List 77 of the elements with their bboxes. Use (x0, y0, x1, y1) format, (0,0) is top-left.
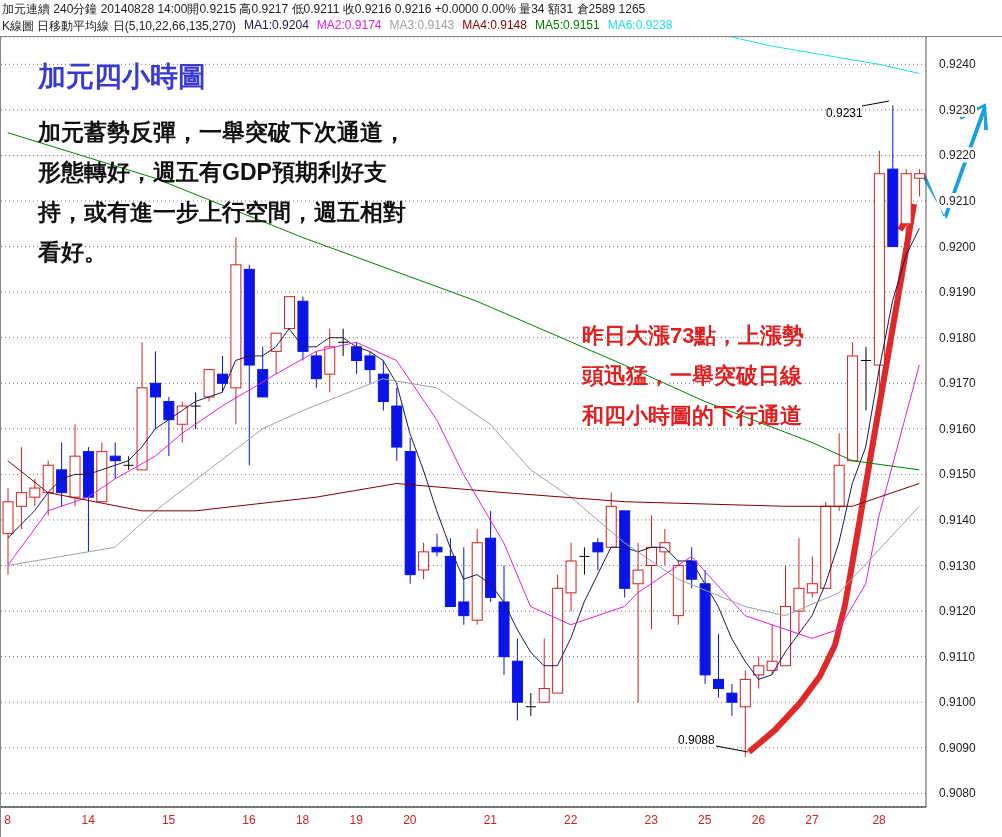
candlestick (56, 442, 68, 507)
candlestick (713, 633, 725, 699)
chart-subtitle: 加元連續 240分鐘 20140828 14:00開0.9215 高0.9217 低0.9211 收0.9216 0.9216 +0.0000 0.00% 量34 額31 倉2589 1265 (2, 1, 646, 18)
x-tick-label: 15 (161, 812, 176, 827)
y-tick-label: 0.9100 (939, 695, 977, 710)
candlestick (351, 341, 363, 375)
candlestick (337, 328, 349, 357)
text: MA2:0.9174 (316, 18, 382, 34)
y-tick-label: 0.9230 (939, 102, 977, 117)
x-tick-label: 26 (751, 812, 766, 827)
y-tick-label: 0.9220 (939, 148, 977, 163)
candlestick (753, 656, 765, 690)
y-tick-label: 0.9090 (939, 740, 977, 755)
x-tick-label: 8 (4, 812, 12, 827)
x-tick-label: 18 (295, 812, 310, 827)
candlestick (163, 396, 175, 457)
y-tick-label: 0.9140 (939, 512, 977, 527)
legend-title: K線圖 日移動平均線 日(5,10,22,66,135,270) (2, 18, 237, 35)
candlestick (766, 624, 778, 676)
line-series (7, 227, 920, 680)
y-tick-label: 0.9190 (939, 285, 977, 300)
candlestick (860, 346, 872, 412)
candlestick (149, 350, 161, 430)
x-tick-label: 16 (242, 812, 256, 827)
candlestick (632, 542, 644, 703)
candlestick (525, 692, 537, 717)
candlestick (659, 528, 671, 567)
candlestick (538, 637, 550, 703)
text: MA6:0.9238 (607, 18, 673, 34)
y-tick-label: 0.9110 (939, 649, 976, 664)
line-series (731, 37, 920, 74)
y-tick-label: 0.9150 (939, 467, 977, 482)
x-tick-label: 20 (403, 812, 417, 827)
x-tick-label: 23 (644, 812, 659, 827)
candlestick (726, 683, 738, 717)
candlestick (216, 355, 228, 393)
candlestick (176, 401, 188, 443)
x-tick-label: 25 (698, 812, 712, 827)
candlestick (431, 533, 443, 557)
y-tick-label: 0.9210 (939, 194, 977, 209)
candlestick (418, 542, 430, 580)
x-tick-label: 21 (483, 812, 498, 827)
y-tick-label: 0.9170 (939, 376, 977, 391)
candlestick (686, 546, 698, 589)
text: 加元四小時圖 (38, 60, 206, 94)
y-tick-label: 0.9240 (939, 57, 977, 72)
candlestick (364, 350, 376, 384)
text: MA5:0.9151 (534, 18, 600, 34)
candlestick (190, 391, 202, 430)
x-tick-label: 28 (872, 812, 887, 827)
candlestick (914, 168, 926, 197)
text: MA4:0.9148 (462, 18, 527, 34)
annotation: 0.9231 (826, 106, 864, 120)
x-tick-label: 19 (349, 812, 364, 827)
candlestick (109, 442, 121, 480)
candlestick (29, 478, 41, 507)
x-tick-label: 27 (805, 812, 820, 827)
candlestick (793, 537, 805, 635)
candlestick (578, 546, 590, 576)
candlestick (592, 537, 604, 571)
candlestick (806, 555, 818, 598)
y-tick-label: 0.9080 (939, 786, 977, 801)
candlestick (458, 546, 470, 626)
line-series (7, 460, 920, 512)
x-tick-label: 22 (564, 812, 578, 827)
x-tick-label: 14 (81, 812, 96, 827)
y-tick-label: 0.9160 (939, 421, 977, 436)
candlestick (270, 332, 282, 375)
text: MA1:0.9204 (244, 18, 309, 34)
candlestick (15, 446, 27, 530)
text: MA3:0.9143 (389, 18, 455, 34)
annotation: 0.9088 (678, 733, 716, 747)
y-tick-label: 0.9200 (939, 239, 977, 254)
y-tick-label: 0.9180 (939, 330, 977, 345)
y-tick-label: 0.9130 (939, 558, 977, 573)
candlestick (310, 350, 322, 389)
y-tick-label: 0.9120 (939, 604, 977, 619)
